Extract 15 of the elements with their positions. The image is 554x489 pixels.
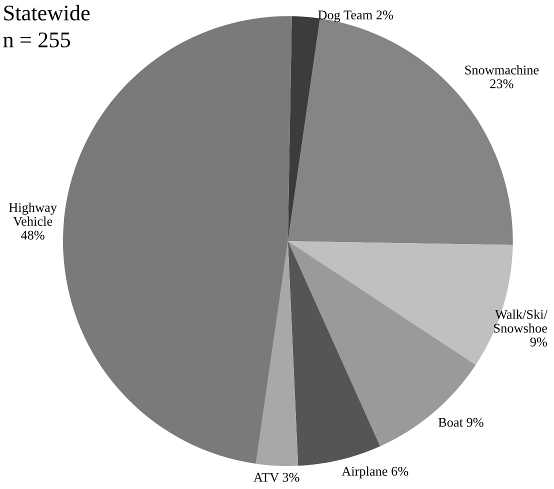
pie-slice — [288, 241, 380, 466]
slice-label: Dog Team 2% — [318, 10, 394, 22]
slice-label: Walk/Ski/ Snowshoe — [494, 310, 548, 333]
slice-label: Highway Vehicle — [8, 202, 57, 226]
data-label: 23% — [490, 79, 514, 88]
data-label: 48% — [20, 230, 44, 240]
slice-label: ATV 3% — [254, 472, 300, 482]
slice-label: Airplane 6% — [342, 466, 408, 478]
slice-label: Boat 9% — [438, 418, 484, 427]
pie-slice — [256, 241, 298, 466]
chart-title: Statewide — [4, 4, 90, 21]
pie-slice — [288, 16, 320, 242]
data-label: 9% — [530, 338, 548, 347]
slice-label: Snowmachine — [465, 65, 539, 74]
text: n = 255 — [3, 32, 70, 48]
